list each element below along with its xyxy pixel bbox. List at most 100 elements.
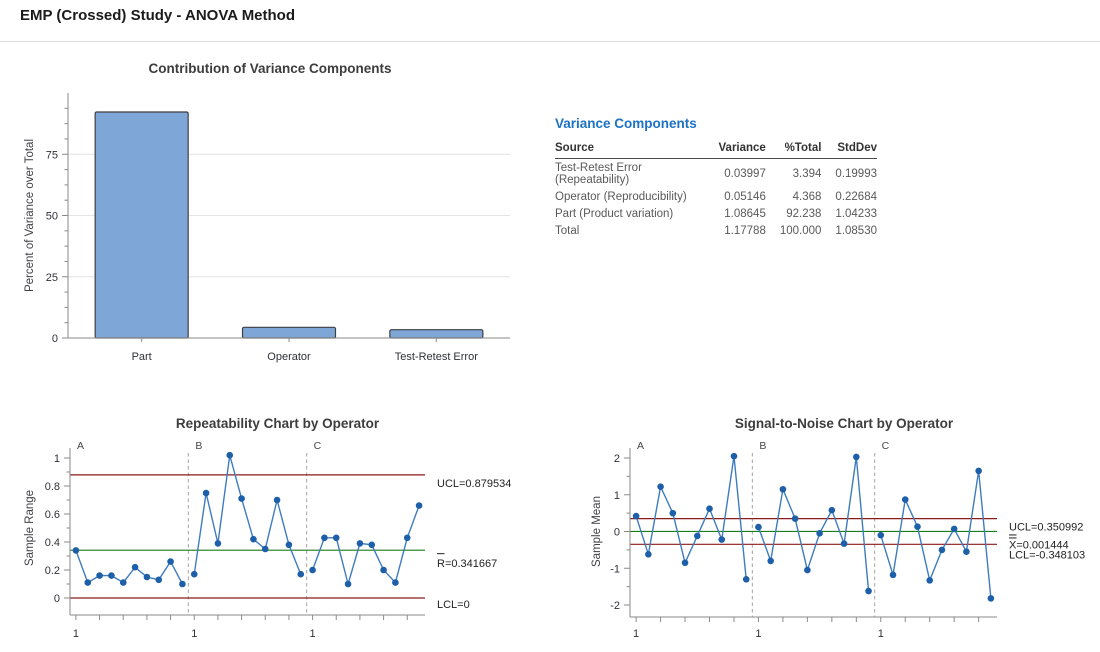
- x-tick-label: 1: [191, 628, 197, 640]
- data-point: [285, 541, 293, 549]
- data-point: [238, 495, 245, 502]
- data-point: [804, 566, 811, 574]
- operator-label-C: C: [882, 440, 890, 452]
- lcl-label: LCL=0: [437, 599, 470, 611]
- lcl-label: LCL=-0.348103: [1009, 549, 1085, 561]
- signal-to-noise-control-chart: Signal-to-Noise Chart by Operator A B C UCL=…: [588, 408, 1100, 652]
- data-point: [403, 534, 411, 542]
- data-point: [816, 530, 823, 537]
- y-tick-label: 1: [54, 453, 60, 465]
- y-axis-label: Sample Range: [24, 490, 36, 566]
- cell-pcttotal: 92.238: [786, 207, 822, 220]
- series-line-C: [880, 470, 992, 599]
- table-row: Part (Product variation) 1.08645 92.238 …: [555, 205, 877, 222]
- y-tick-label: 0: [614, 527, 620, 539]
- column-header-pcttotal: %Total: [765, 140, 822, 159]
- data-point: [309, 566, 316, 574]
- series-line-A: [635, 456, 747, 580]
- cell-source: Test-Retest Error (Repeatability): [555, 161, 642, 186]
- cell-source: Total: [555, 224, 580, 237]
- chart-title: Signal-to-Noise Chart by Operator: [735, 416, 954, 431]
- y-tick-label: 1: [614, 490, 620, 502]
- data-point: [950, 525, 958, 533]
- x-tick-label: 1: [310, 628, 316, 640]
- ucl-label: UCL=0.879534: [437, 478, 511, 490]
- operator-label-A: A: [77, 440, 84, 452]
- table-row: Test-Retest Error (Repeatability) 0.0399…: [555, 159, 877, 189]
- variance-components-heading: Variance Components: [555, 116, 697, 131]
- data-point: [250, 535, 257, 543]
- data-point: [119, 579, 127, 586]
- data-point: [987, 595, 995, 602]
- data-point: [693, 532, 701, 540]
- data-point: [828, 506, 836, 514]
- data-point: [755, 523, 762, 531]
- data-point: [143, 573, 151, 581]
- data-point: [380, 566, 387, 574]
- data-point: [853, 453, 860, 461]
- y-tick-label: 0: [54, 593, 60, 605]
- chart-title: Repeatability Chart by Operator: [176, 416, 380, 431]
- x-tick-label: 1: [73, 628, 79, 640]
- data-point: [202, 489, 210, 497]
- data-point: [877, 531, 885, 539]
- x-tick-label: 1: [755, 628, 761, 640]
- cell-variance: 0.03997: [724, 167, 766, 180]
- data-point: [179, 580, 186, 588]
- control-chart-svg: Repeatability Chart by Operator A B C UCL=0.…: [24, 416, 511, 640]
- header-divider: [0, 41, 1100, 42]
- repeatability-control-chart: Repeatability Chart by Operator A B C UCL=0.…: [20, 408, 535, 652]
- y-tick-label: 50: [46, 211, 58, 223]
- data-point: [273, 496, 281, 504]
- cell-stddev: 1.08530: [835, 224, 877, 237]
- center-label: R=0.341667: [437, 558, 497, 570]
- cell-variance: 1.17788: [724, 224, 766, 237]
- data-point: [840, 540, 848, 547]
- data-point: [926, 577, 934, 584]
- cell-stddev: 1.04233: [835, 207, 877, 220]
- cell-pcttotal: 100.000: [779, 224, 822, 237]
- data-point: [632, 512, 640, 520]
- data-point: [131, 563, 139, 571]
- data-point: [669, 509, 677, 517]
- cell-source: Operator (Reproducibility): [555, 190, 687, 203]
- data-point: [155, 576, 163, 584]
- variance-components-section: Variance Components Source Variance %Tot…: [555, 116, 877, 239]
- ucl-label: UCL=0.350992: [1009, 522, 1083, 534]
- data-point: [730, 452, 738, 460]
- y-tick-label: 2: [614, 453, 620, 465]
- cell-pcttotal: 3.394: [792, 167, 822, 180]
- center-label: X=0.001444: [1009, 539, 1069, 551]
- y-tick-label: -2: [610, 600, 620, 612]
- series-line-B: [757, 456, 870, 592]
- cell-pcttotal: 4.368: [792, 190, 822, 203]
- bar-chart-svg: Contribution of Variance Components 0 25 50…: [24, 61, 510, 363]
- y-tick-label: 25: [46, 272, 58, 284]
- operator-label-A: A: [637, 440, 644, 452]
- column-header-stddev: StdDev: [821, 140, 877, 159]
- y-tick-label: 75: [46, 149, 58, 161]
- category-label: Part: [132, 351, 152, 363]
- data-point: [108, 572, 115, 579]
- data-point: [321, 534, 328, 542]
- data-point: [190, 570, 198, 578]
- bar-Operator: [241, 326, 337, 339]
- data-point: [718, 536, 726, 543]
- data-point: [332, 534, 340, 542]
- data-point: [791, 515, 799, 522]
- table-header-row: Source Variance %Total StdDev: [555, 140, 877, 159]
- data-point: [261, 545, 269, 553]
- y-tick-label: 0.6: [45, 509, 60, 521]
- category-label: Test-Retest Error: [395, 351, 478, 363]
- variance-components-table: Source Variance %Total StdDev Test-Retes…: [555, 140, 877, 239]
- data-point: [865, 587, 872, 595]
- data-point: [914, 523, 921, 531]
- data-point: [344, 580, 352, 588]
- y-tick-label: 0.2: [45, 565, 60, 577]
- data-point: [392, 579, 399, 586]
- control-chart-svg: Signal-to-Noise Chart by Operator A B C UCL=…: [591, 416, 1085, 640]
- cell-variance: 0.05146: [724, 190, 766, 203]
- series-line-B: [193, 455, 302, 575]
- data-point: [72, 547, 80, 554]
